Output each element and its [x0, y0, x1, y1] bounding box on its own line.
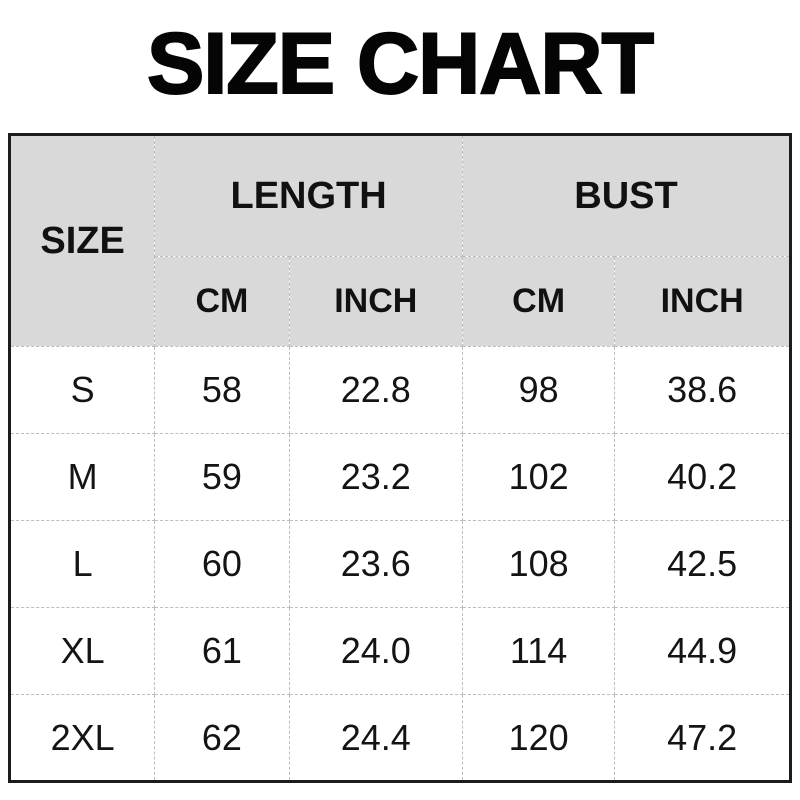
length-inch-cell: 23.2 [288, 433, 463, 521]
header-group-row: SIZE LENGTH BUST [8, 134, 792, 347]
length-cm-cell: 60 [154, 520, 290, 608]
unit-header-length-cm: CM [154, 256, 290, 347]
table-body: S 58 22.8 98 38.6 M 59 23.2 102 40.2 L 6… [8, 346, 791, 782]
bust-inch-cell: 44.9 [614, 607, 791, 695]
bust-inch-cell: 42.5 [614, 520, 791, 608]
bust-inch-cell: 40.2 [614, 433, 791, 521]
bust-cm-cell: 120 [461, 694, 616, 782]
length-inch-cell: 24.4 [288, 694, 463, 782]
table-row-l: L 60 23.6 108 42.5 [8, 520, 791, 608]
bust-cm-cell: 98 [461, 346, 616, 434]
size-label-cell: 2XL [8, 694, 156, 782]
length-cm-cell: 58 [154, 346, 290, 434]
table-row-xl: XL 61 24.0 114 44.9 [8, 607, 791, 695]
table-row-m: M 59 23.2 102 40.2 [8, 433, 791, 521]
bust-inch-cell: 38.6 [614, 346, 791, 434]
title-bar: SIZE CHART [0, 0, 800, 133]
bust-cm-cell: 102 [461, 433, 616, 521]
table-row-s: S 58 22.8 98 38.6 [8, 346, 791, 434]
size-label-cell: S [8, 346, 156, 434]
length-inch-cell: 22.8 [288, 346, 463, 434]
table-row-2xl: 2XL 62 24.4 120 47.2 [8, 694, 791, 782]
length-cm-cell: 62 [154, 694, 290, 782]
unit-header-bust-inch: INCH [614, 256, 791, 347]
header-unit-row: CM INCH CM INCH [10, 256, 791, 347]
bust-cm-cell: 114 [461, 607, 616, 695]
length-inch-cell: 24.0 [288, 607, 463, 695]
column-header-size: SIZE [8, 134, 156, 347]
size-label-cell: M [8, 433, 156, 521]
group-header-length: LENGTH [154, 134, 463, 257]
length-inch-cell: 23.6 [288, 520, 463, 608]
length-cm-cell: 59 [154, 433, 290, 521]
unit-header-bust-cm: CM [461, 256, 616, 347]
unit-header-length-inch: INCH [288, 256, 463, 347]
table-header: SIZE LENGTH BUST CM INCH CM INCH [8, 134, 792, 347]
size-chart-table: SIZE LENGTH BUST CM INCH CM INCH S 58 22… [8, 133, 792, 783]
size-label-cell: L [8, 520, 156, 608]
bust-inch-cell: 47.2 [614, 694, 791, 782]
group-header-bust: BUST [461, 134, 792, 257]
page-title: SIZE CHART [146, 15, 655, 112]
size-label-cell: XL [8, 607, 156, 695]
length-cm-cell: 61 [154, 607, 290, 695]
bust-cm-cell: 108 [461, 520, 616, 608]
